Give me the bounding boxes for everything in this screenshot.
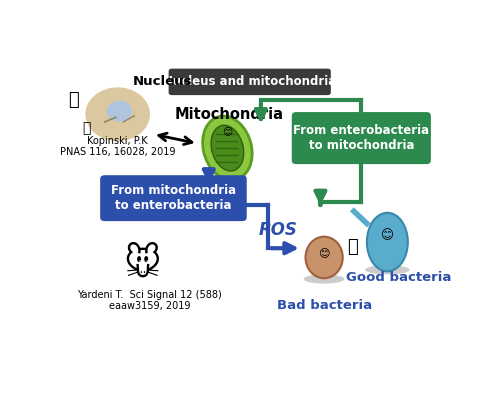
Text: 😊: 😊: [318, 249, 330, 259]
Text: 🐭: 🐭: [123, 246, 161, 281]
Ellipse shape: [365, 265, 410, 274]
Text: From enterobacteria
to mitochondria: From enterobacteria to mitochondria: [293, 124, 430, 152]
Text: From mitochondria
to enterobacteria: From mitochondria to enterobacteria: [111, 184, 236, 212]
Text: Good bacteria: Good bacteria: [346, 271, 451, 284]
Ellipse shape: [211, 125, 244, 171]
FancyBboxPatch shape: [168, 69, 331, 95]
Text: Kopinski, P.K
PNAS 116, 16028, 2019: Kopinski, P.K PNAS 116, 16028, 2019: [60, 136, 175, 157]
Text: 😊: 😊: [381, 229, 394, 242]
Circle shape: [86, 88, 149, 140]
Ellipse shape: [203, 116, 252, 180]
Text: Yardeni T.  Sci Signal 12 (588)
eaaw3159, 2019: Yardeni T. Sci Signal 12 (588) eaaw3159,…: [77, 290, 222, 311]
Text: ROS: ROS: [258, 221, 297, 239]
Text: Nucleus and mitochondria: Nucleus and mitochondria: [163, 75, 336, 88]
Text: 🔬: 🔬: [82, 121, 90, 135]
Text: Bad bacteria: Bad bacteria: [276, 299, 372, 312]
Ellipse shape: [305, 237, 343, 278]
Text: 💥: 💥: [347, 238, 358, 256]
Text: Nucleus: Nucleus: [132, 75, 192, 88]
Text: 😊: 😊: [222, 126, 232, 136]
Circle shape: [108, 101, 132, 121]
Ellipse shape: [367, 213, 408, 271]
Ellipse shape: [304, 274, 345, 284]
FancyBboxPatch shape: [292, 112, 431, 164]
FancyBboxPatch shape: [100, 175, 247, 221]
Text: Mitochondria: Mitochondria: [175, 107, 284, 122]
Text: 🧬: 🧬: [68, 91, 78, 109]
